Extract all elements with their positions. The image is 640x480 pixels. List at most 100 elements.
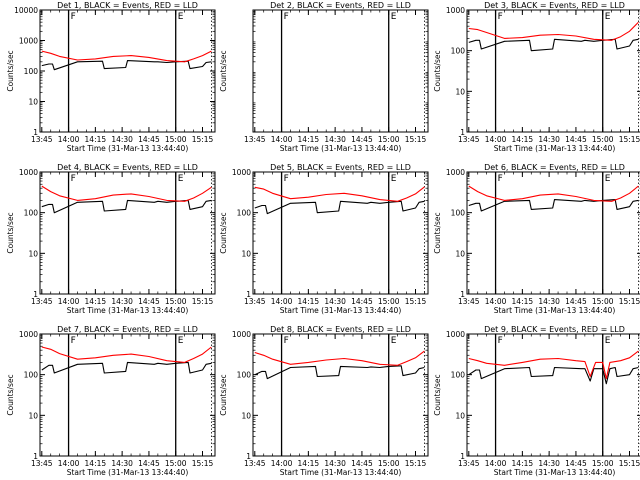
- marker-label: E: [178, 174, 184, 184]
- x-tick-label: 15:15: [405, 297, 427, 306]
- x-tick-label: 14:45: [138, 135, 160, 144]
- x-tick-label: 14:15: [512, 135, 534, 144]
- x-tick-label: 14:30: [538, 297, 560, 306]
- x-axis-label: Start Time (31-Mar-13 13:44:40): [67, 306, 189, 315]
- x-tick-label: 14:15: [298, 135, 320, 144]
- x-tick-label: 14:45: [351, 459, 373, 468]
- series-lld: [254, 186, 425, 202]
- y-tick-label: 100: [24, 67, 39, 76]
- x-axis-label: Start Time (31-Mar-13 13:44:40): [280, 144, 402, 153]
- panel-det8: Det 8, BLACK = Events, RED = LLD 1 10 100 10…: [219, 325, 429, 477]
- x-tick-label: 13:45: [31, 297, 53, 306]
- marker-label: F: [498, 174, 503, 184]
- y-tick-label: 100: [451, 371, 466, 380]
- x-tick-label: 14:45: [138, 459, 160, 468]
- x-tick-label: 14:30: [538, 135, 560, 144]
- x-axis-label: Start Time (31-Mar-13 13:44:40): [494, 468, 616, 477]
- x-tick-label: 14:45: [351, 297, 373, 306]
- panel-det9: Det 9, BLACK = Events, RED = LLD 1 10 100 10…: [433, 325, 640, 477]
- x-axis-label: Start Time (31-Mar-13 13:44:40): [67, 468, 189, 477]
- y-tick-label: 10: [28, 98, 38, 107]
- y-tick-label: 100: [451, 47, 466, 56]
- x-tick-label: 14:30: [538, 459, 560, 468]
- x-tick-label: 15:00: [378, 459, 400, 468]
- y-tick-label: 1000: [446, 168, 465, 177]
- y-tick-label: 1: [460, 290, 465, 299]
- series-lld: [468, 21, 639, 41]
- x-tick-label: 14:15: [85, 135, 107, 144]
- x-tick-label: 15:15: [192, 297, 214, 306]
- marker-label: E: [391, 336, 397, 346]
- marker-label: F: [71, 12, 76, 22]
- y-tick-label: 1: [460, 128, 465, 137]
- x-tick-label: 14:15: [298, 459, 320, 468]
- x-tick-label: 14:30: [111, 297, 133, 306]
- y-tick-label: 100: [237, 371, 252, 380]
- marker-label: F: [71, 336, 76, 346]
- x-tick-label: 15:15: [405, 459, 427, 468]
- y-axis-label: Counts/sec: [6, 212, 15, 253]
- x-tick-label: 14:15: [512, 297, 534, 306]
- x-tick-label: 13:45: [458, 459, 480, 468]
- y-axis-label: Counts/sec: [6, 50, 15, 91]
- plot-frame: [466, 171, 640, 295]
- series-events: [468, 366, 639, 385]
- y-axis-label: Counts/sec: [433, 212, 442, 253]
- y-tick-label: 100: [24, 209, 39, 218]
- y-tick-label: 10000: [14, 6, 38, 15]
- panel-title: Det 8, BLACK = Events, RED = LLD: [270, 325, 411, 334]
- x-tick-label: 14:00: [271, 297, 293, 306]
- series-events: [254, 365, 425, 380]
- x-tick-label: 14:30: [324, 297, 346, 306]
- x-tick-label: 14:45: [351, 135, 373, 144]
- y-tick-label: 10: [241, 249, 251, 258]
- panel-title: Det 4, BLACK = Events, RED = LLD: [57, 163, 198, 172]
- x-tick-label: 15:00: [165, 459, 187, 468]
- panel-det2: Det 2, BLACK = Events, RED = LLD 13:45 14:…: [219, 1, 429, 153]
- series-events: [41, 199, 212, 214]
- x-tick-label: 15:15: [192, 459, 214, 468]
- x-axis-label: Start Time (31-Mar-13 13:44:40): [280, 306, 402, 315]
- x-tick-label: 15:15: [192, 135, 214, 144]
- x-axis-label: Start Time (31-Mar-13 13:44:40): [67, 144, 189, 153]
- plot-frame: [252, 9, 429, 133]
- y-axis-label: Counts/sec: [219, 374, 228, 415]
- panel-title: Det 2, BLACK = Events, RED = LLD: [270, 1, 411, 10]
- panel-det6: Det 6, BLACK = Events, RED = LLD 1 10 100 10…: [433, 163, 640, 315]
- marker-label: F: [284, 12, 289, 22]
- x-tick-label: 14:00: [58, 135, 80, 144]
- y-tick-label: 100: [237, 209, 252, 218]
- x-tick-label: 14:00: [485, 135, 507, 144]
- x-tick-label: 14:45: [565, 135, 587, 144]
- x-tick-label: 14:00: [485, 459, 507, 468]
- x-tick-label: 13:45: [31, 135, 53, 144]
- x-tick-label: 14:15: [512, 459, 534, 468]
- x-tick-label: 14:00: [58, 297, 80, 306]
- y-axis-label: Counts/sec: [219, 212, 228, 253]
- plot-frame: [39, 333, 216, 457]
- y-tick-label: 1000: [19, 37, 38, 46]
- marker-label: F: [284, 336, 289, 346]
- marker-label: F: [71, 174, 76, 184]
- panel-title: Det 1, BLACK = Events, RED = LLD: [57, 1, 198, 10]
- x-tick-label: 14:30: [324, 135, 346, 144]
- y-tick-label: 10: [455, 411, 465, 420]
- series-lld: [41, 50, 212, 63]
- series-events: [468, 199, 639, 212]
- x-tick-label: 14:00: [485, 297, 507, 306]
- y-tick-label: 1: [246, 290, 251, 299]
- marker-label: E: [391, 12, 397, 22]
- y-tick-label: 10: [241, 411, 251, 420]
- panel-title: Det 9, BLACK = Events, RED = LLD: [484, 325, 625, 334]
- x-tick-label: 14:15: [85, 459, 107, 468]
- y-tick-label: 100: [24, 371, 39, 380]
- y-axis-label: Counts/sec: [433, 50, 442, 91]
- panel-det3: Det 3, BLACK = Events, RED = LLD 1 10 100 10…: [433, 1, 640, 153]
- x-tick-label: 15:00: [378, 135, 400, 144]
- y-tick-label: 1: [33, 290, 38, 299]
- y-tick-label: 1000: [19, 168, 38, 177]
- y-tick-label: 1000: [446, 330, 465, 339]
- y-tick-label: 1: [33, 128, 38, 137]
- series-lld: [41, 346, 212, 363]
